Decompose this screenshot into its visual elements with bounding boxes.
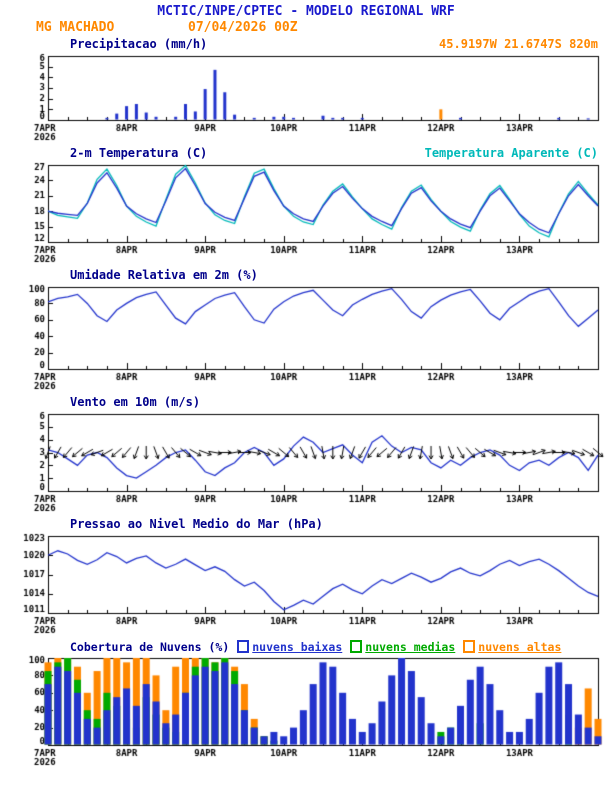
panel-clouds: Cobertura de Nuvens (%) nuvens baixas nu… (0, 638, 612, 768)
apparent-temperature-label: Temperatura Aparente (C) (424, 146, 598, 160)
panel-humidity-title: Umidade Relativa em 2m (%) (70, 268, 258, 282)
panel-temperature: 2-m Temperatura (C) Temperatura Aparente… (0, 145, 612, 265)
nuvens-medias-swatch-icon (350, 640, 363, 653)
wind-chart (0, 411, 612, 514)
panel-clouds-title: Cobertura de Nuvens (%) (70, 639, 230, 654)
panel-pressure: Pressao ao Nivel Medio do Mar (hPa) (0, 516, 612, 636)
panel-precipitation-title: Precipitacao (mm/h) (70, 37, 208, 51)
precipitation-chart (0, 53, 612, 143)
legend-nuvens-medias-label: nuvens medias (365, 639, 456, 654)
panel-temperature-title: 2-m Temperatura (C) (70, 146, 208, 160)
legend-nuvens-altas-label: nuvens altas (478, 639, 562, 654)
panel-precipitation: Precipitacao (mm/h) 45.9197W 21.6747S 82… (0, 36, 612, 143)
panel-humidity: Umidade Relativa em 2m (%) (0, 267, 612, 392)
legend-nuvens-medias: nuvens medias (350, 640, 455, 654)
panel-pressure-title: Pressao ao Nivel Medio do Mar (hPa) (70, 517, 323, 531)
pressure-chart (0, 533, 612, 636)
main-title: MCTIC/INPE/CPTEC - MODELO REGIONAL WRF (157, 4, 455, 19)
station-name: MG MACHADO (36, 20, 115, 35)
temperature-chart (0, 162, 612, 265)
nuvens-baixas-swatch-icon (237, 640, 250, 653)
legend-nuvens-altas: nuvens altas (463, 640, 561, 654)
humidity-chart (0, 284, 612, 392)
panel-wind-title: Vento em 10m (m/s) (70, 395, 201, 409)
location-coordinates: 45.9197W 21.6747S 820m (439, 37, 598, 51)
header-subrow: MG MACHADO 07/04/2026 00Z (0, 20, 612, 36)
run-datetime: 07/04/2026 00Z (188, 20, 298, 35)
nuvens-altas-swatch-icon (463, 640, 476, 653)
legend-nuvens-baixas-label: nuvens baixas (252, 639, 343, 654)
clouds-chart (0, 655, 612, 768)
legend-nuvens-baixas: nuvens baixas (237, 640, 342, 654)
panel-wind: Vento em 10m (m/s) (0, 394, 612, 514)
